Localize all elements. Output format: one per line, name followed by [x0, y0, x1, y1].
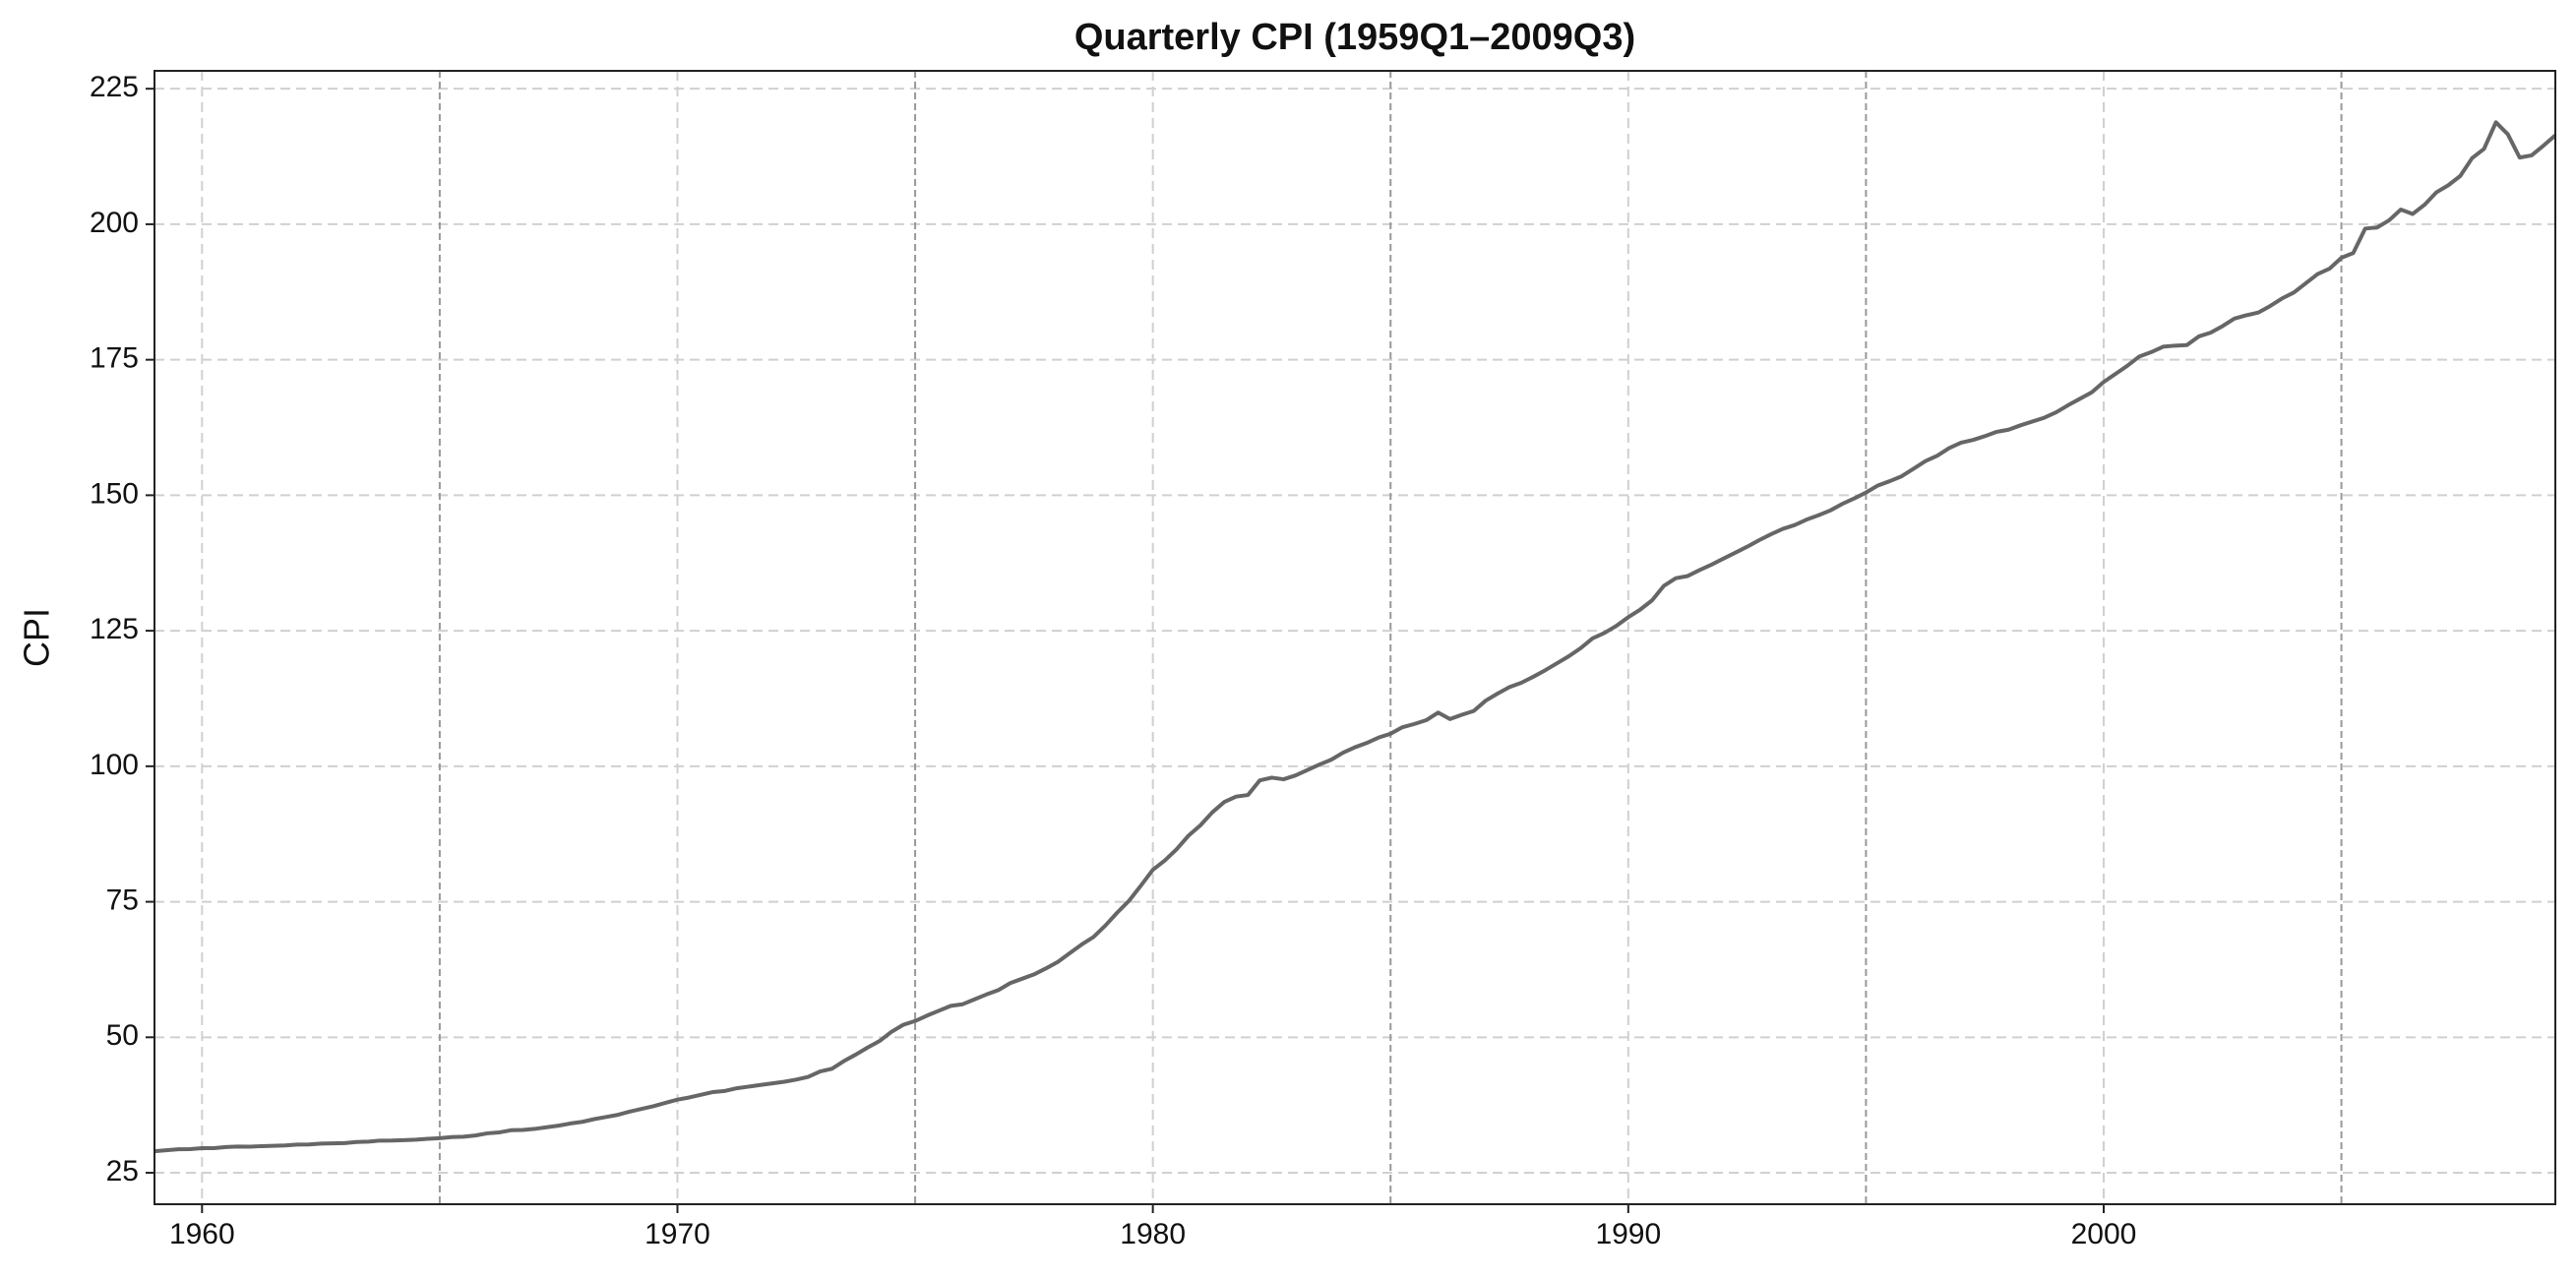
x-tick-label: 1960	[169, 1218, 235, 1250]
x-tick-label: 1970	[644, 1218, 710, 1250]
x-tick-label: 1980	[1120, 1218, 1186, 1250]
y-tick-label: 150	[90, 477, 139, 510]
data-line	[153, 120, 2557, 1154]
y-tick-label: 50	[106, 1019, 139, 1052]
x-tick-label: 1990	[1595, 1218, 1661, 1250]
y-tick-label: 25	[106, 1155, 139, 1188]
y-tick-label: 75	[106, 884, 139, 917]
plot-frame	[153, 70, 2556, 1205]
y-axis-label: CPI	[17, 608, 57, 667]
x-tick-label: 2000	[2071, 1218, 2137, 1250]
y-tick-label: 200	[90, 207, 139, 239]
y-tick-label: 225	[90, 71, 139, 103]
chart-title: Quarterly CPI (1959Q1–2009Q3)	[1074, 17, 1635, 58]
y-tick-label: 100	[90, 749, 139, 781]
y-tick-label: 175	[90, 342, 139, 375]
y-tick-label: 125	[90, 613, 139, 645]
